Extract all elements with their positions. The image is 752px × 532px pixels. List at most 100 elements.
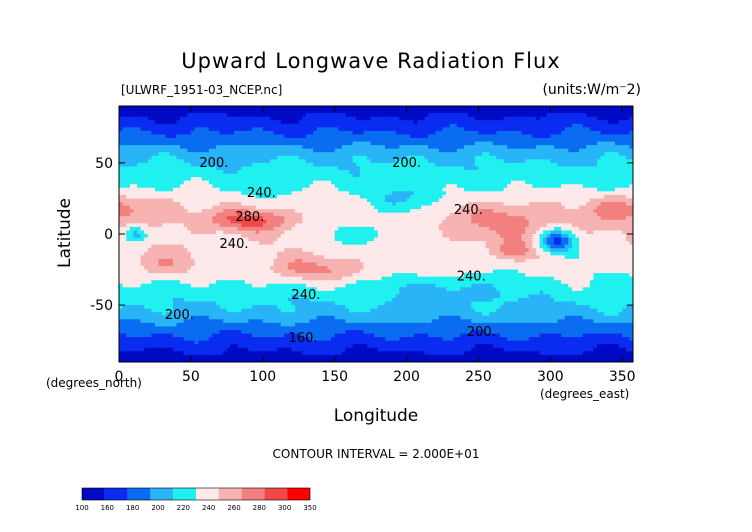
field-cell — [600, 145, 605, 150]
field-cell — [402, 194, 408, 200]
field-cell — [255, 113, 260, 118]
field-cell — [230, 162, 235, 168]
field-cell — [237, 212, 242, 217]
field-cell — [287, 155, 293, 160]
field-cell — [313, 194, 318, 200]
field-cell — [370, 170, 375, 175]
field-cell — [618, 180, 623, 185]
field-cell — [323, 152, 329, 157]
field-cell — [151, 152, 156, 157]
field-cell — [190, 159, 196, 164]
field-cell — [122, 120, 127, 125]
field-cell — [198, 202, 203, 207]
field-cell — [359, 187, 365, 192]
field-cell — [399, 180, 404, 185]
field-cell — [154, 166, 160, 171]
field-cell — [410, 191, 415, 196]
field-cell — [187, 155, 192, 160]
field-cell — [417, 202, 422, 207]
field-cell — [295, 116, 300, 121]
field-cell — [413, 138, 418, 143]
field-cell — [633, 106, 637, 110]
field-cell — [579, 177, 584, 182]
field-cell — [561, 198, 566, 203]
field-cell — [521, 152, 526, 157]
field-cell — [298, 148, 303, 153]
field-cell — [514, 177, 519, 182]
field-cell — [234, 212, 239, 217]
field-cell — [216, 106, 221, 111]
field-cell — [352, 184, 357, 189]
field-cell — [593, 159, 598, 164]
field-cell — [550, 209, 555, 214]
field-cell — [334, 106, 339, 111]
field-cell — [323, 123, 329, 128]
field-cell — [579, 162, 584, 168]
field-cell — [464, 148, 469, 153]
field-cell — [305, 184, 311, 189]
field-cell — [510, 219, 515, 224]
field-cell — [158, 148, 163, 153]
field-cell — [345, 113, 350, 118]
field-cell — [259, 187, 264, 192]
field-cell — [129, 141, 134, 146]
field-cell — [259, 173, 264, 178]
field-cell — [262, 155, 267, 160]
field-cell — [384, 127, 390, 132]
field-cell — [600, 162, 605, 168]
field-cell — [571, 212, 577, 217]
field-cell — [158, 120, 163, 125]
field-cell — [500, 148, 505, 153]
field-cell — [251, 116, 257, 121]
field-cell — [212, 130, 217, 136]
field-cell — [629, 166, 633, 171]
field-cell — [453, 127, 458, 132]
field-cell — [517, 194, 523, 200]
field-cell — [600, 130, 605, 136]
field-cell — [446, 134, 451, 139]
field-cell — [629, 202, 633, 207]
field-cell — [543, 155, 548, 160]
field-cell — [316, 209, 321, 214]
field-cell — [280, 109, 285, 114]
field-cell — [579, 159, 584, 164]
field-cell — [571, 152, 577, 157]
field-cell — [381, 198, 386, 203]
field-cell — [478, 123, 483, 128]
field-cell — [273, 130, 278, 136]
field-cell — [392, 116, 397, 121]
field-cell — [593, 166, 598, 171]
field-cell — [180, 173, 185, 178]
field-cell — [435, 223, 440, 228]
field-cell — [633, 170, 637, 174]
field-cell — [223, 138, 228, 143]
field-cell — [255, 212, 260, 217]
field-cell — [625, 212, 631, 217]
field-cell — [579, 187, 584, 192]
field-cell — [381, 170, 386, 175]
field-cell — [384, 219, 390, 224]
field-cell — [420, 177, 426, 182]
field-cell — [381, 159, 386, 164]
field-cell — [420, 152, 426, 157]
field-cell — [212, 202, 217, 207]
field-cell — [507, 127, 512, 132]
field-cell — [622, 191, 627, 196]
field-cell — [449, 191, 454, 196]
field-cell — [381, 134, 386, 139]
field-cell — [622, 155, 627, 160]
field-cell — [248, 180, 253, 185]
field-cell — [467, 152, 472, 157]
field-cell — [338, 187, 343, 192]
field-cell — [187, 191, 192, 196]
field-cell — [262, 106, 267, 111]
field-cell — [237, 120, 242, 125]
field-cell — [589, 180, 595, 185]
field-cell — [607, 116, 613, 121]
field-cell — [205, 159, 210, 164]
field-cell — [205, 180, 210, 185]
field-cell — [482, 209, 487, 214]
field-cell — [381, 138, 386, 143]
field-cell — [431, 184, 436, 189]
field-cell — [514, 159, 519, 164]
